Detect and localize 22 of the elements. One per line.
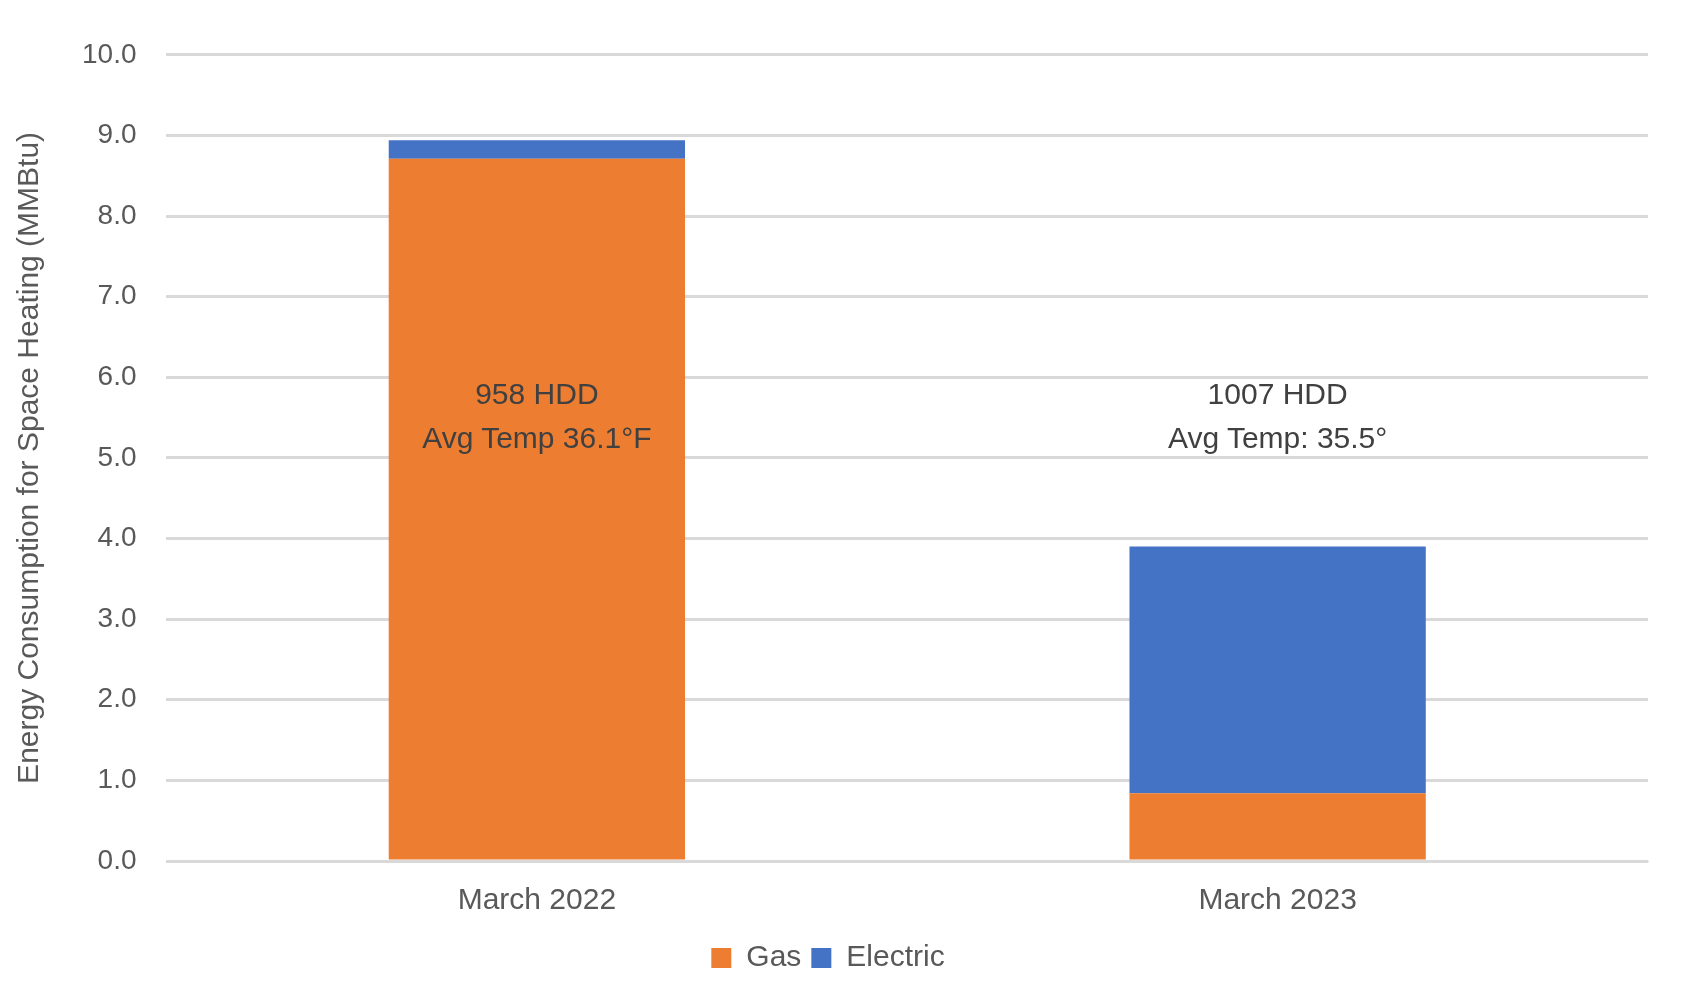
legend-label: Electric — [846, 939, 945, 973]
y-tick-label: 10.0 — [82, 37, 137, 69]
y-tick-label: 6.0 — [97, 360, 137, 391]
bar — [388, 158, 686, 860]
y-tick-label: 8.0 — [97, 198, 137, 230]
y-tick-label: 2.0 — [97, 682, 137, 714]
annotation: 1007 HDD Avg Temp: 35.5° — [1167, 376, 1388, 454]
y-tick-label: 0.0 — [97, 843, 137, 875]
y-tick-label: 9.0 — [97, 118, 137, 150]
annotation: 958 HDD Avg Temp 36.1°F — [422, 376, 652, 454]
legend-label: Gas — [746, 939, 802, 973]
bar — [388, 140, 686, 159]
y-axis-title: Energy Consumption for Space Heating (MMBtu) — [11, 131, 45, 784]
bar — [1129, 793, 1426, 860]
x-tick-label: March 2023 — [1198, 882, 1357, 916]
bar — [1129, 546, 1426, 794]
y-tick-label: 5.0 — [97, 440, 137, 472]
y-tick-label: 1.0 — [97, 763, 137, 795]
y-tick-label: 4.0 — [97, 521, 137, 553]
y-tick-label: 3.0 — [97, 601, 137, 633]
y-tick-label: 7.0 — [97, 279, 137, 311]
x-tick-label: March 2022 — [457, 882, 617, 916]
